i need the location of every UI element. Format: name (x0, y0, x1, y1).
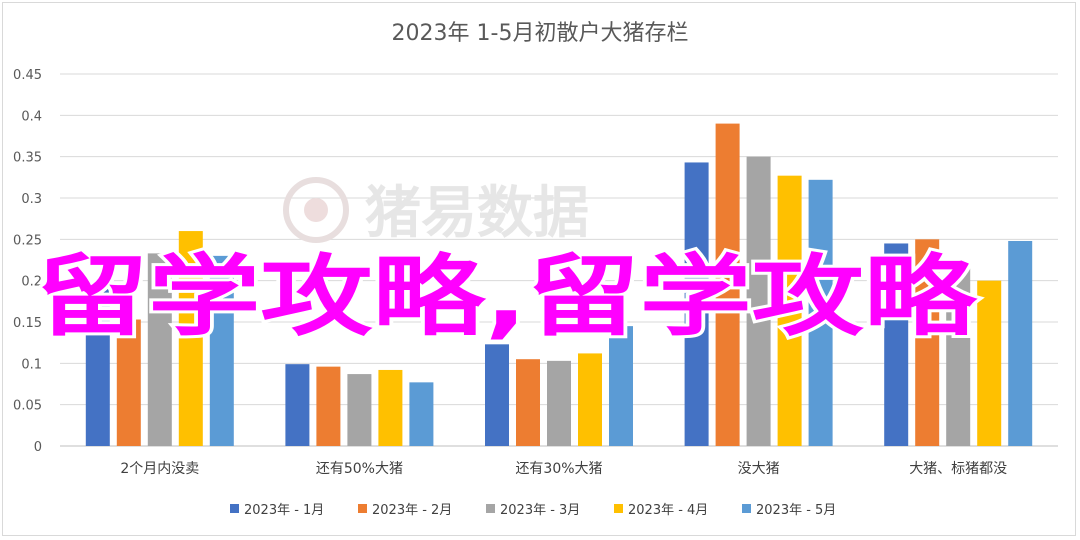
bar (316, 366, 341, 446)
overlay-banner-text: 留学攻略,留学攻略 (36, 245, 979, 348)
y-tick-label: 0.2 (21, 275, 42, 290)
bar (946, 264, 971, 446)
category-label: 没大猪 (738, 461, 780, 477)
bar (485, 344, 509, 446)
bar (409, 382, 434, 446)
y-tick-label: 0.3 (21, 192, 42, 207)
bar (285, 364, 310, 446)
category-label: 大猪、标猪都没 (909, 461, 1007, 477)
bars-layer (85, 123, 1033, 446)
legend-swatch (358, 504, 367, 513)
bar (915, 239, 940, 446)
category-labels: 2个月内没卖 还有50%大猪 还有30%大猪 没大猪 大猪、标猪都没 (120, 461, 1007, 477)
y-tick-label: 0.15 (13, 316, 42, 331)
bar (347, 374, 372, 446)
legend: 2023年 - 1月 2023年 - 2月 2023年 - 3月 2023年 - 4月… (230, 503, 836, 518)
bar (609, 326, 633, 446)
y-tick-label: 0.4 (21, 109, 42, 124)
legend-swatch (486, 504, 495, 513)
bar (977, 280, 1002, 446)
bar (684, 162, 709, 446)
y-tick-label: 0.35 (13, 151, 42, 166)
y-tick-labels: 0 0.05 0.1 0.15 0.2 0.25 0.3 0.35 0.4 0.45 (13, 68, 42, 455)
y-tick-label: 0.1 (21, 357, 42, 372)
bar (147, 253, 172, 446)
category-label: 2个月内没卖 (120, 461, 199, 477)
bar (85, 288, 110, 446)
circle-logo-icon-inner (304, 198, 328, 222)
legend-label: 2023年 - 5月 (756, 503, 836, 518)
bar (777, 175, 802, 446)
y-tick-label: 0.05 (13, 399, 42, 414)
chart-title: 2023年 1-5月初散户大猪存栏 (392, 21, 689, 46)
watermark: 猪易数据 (283, 177, 589, 246)
bar (378, 369, 403, 446)
bar (884, 243, 909, 446)
circle-logo-icon (283, 177, 349, 243)
bar (746, 156, 771, 446)
legend-label: 2023年 - 2月 (372, 503, 452, 518)
legend-label: 2023年 - 3月 (500, 503, 580, 518)
legend-swatch (614, 504, 623, 513)
legend-swatch (230, 504, 239, 513)
bar (178, 231, 203, 446)
legend-label: 2023年 - 4月 (628, 503, 708, 518)
bar (1008, 240, 1033, 446)
watermark-text: 猪易数据 (365, 181, 589, 246)
y-tick-label: 0.45 (13, 68, 42, 83)
y-tick-label: 0 (34, 440, 42, 455)
bar (116, 319, 141, 446)
bar (578, 353, 602, 446)
bar (516, 359, 540, 446)
legend-swatch (742, 504, 751, 513)
bar (209, 255, 234, 446)
legend-label: 2023年 - 1月 (244, 503, 324, 518)
bar (715, 123, 740, 446)
bar (547, 360, 571, 446)
category-label: 还有50%大猪 (316, 461, 403, 477)
y-tick-label: 0.25 (13, 233, 42, 248)
bar (808, 179, 833, 446)
category-label: 还有30%大猪 (515, 461, 602, 477)
